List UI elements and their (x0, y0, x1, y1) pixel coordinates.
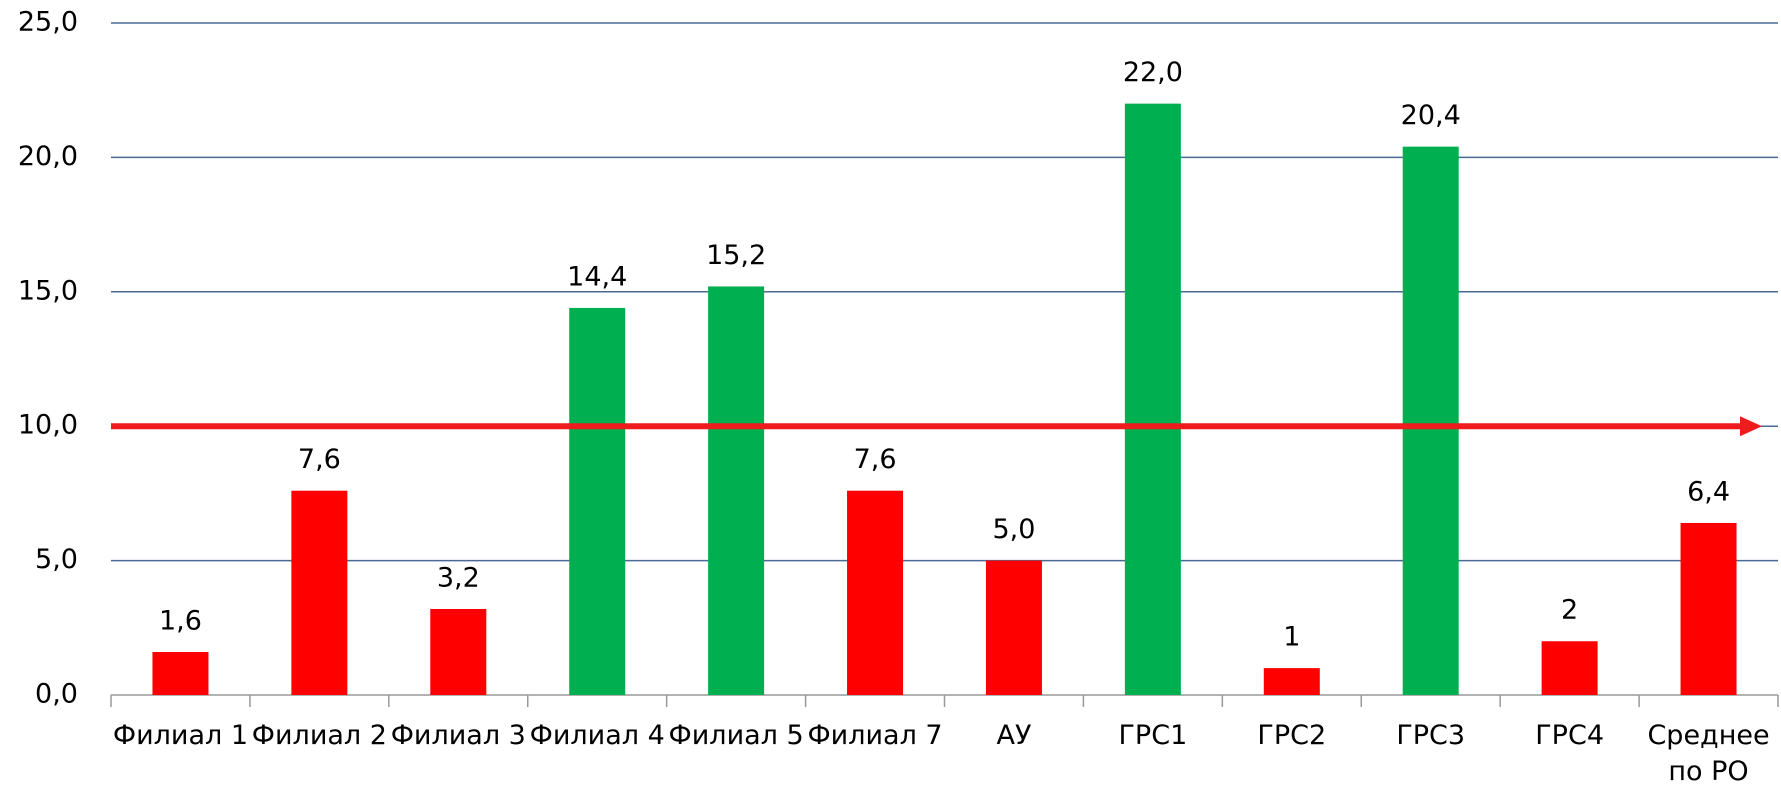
bar (1680, 522, 1737, 695)
y-tick-label: 20,0 (18, 141, 78, 172)
value-label: 2 (1561, 595, 1578, 626)
x-tick-label: ГРС4 (1535, 720, 1604, 751)
bar (985, 560, 1042, 695)
value-label: 7,6 (854, 444, 897, 475)
value-label: 15,2 (706, 240, 766, 271)
bar (152, 651, 209, 695)
value-label: 5,0 (992, 514, 1035, 545)
value-label: 3,2 (437, 562, 480, 593)
bar (708, 286, 765, 695)
x-tick-label: Среднее по РО (1647, 720, 1770, 787)
y-tick-label: 10,0 (18, 410, 78, 441)
bar (1402, 146, 1459, 695)
bar (847, 490, 904, 695)
y-tick-label: 15,0 (18, 275, 78, 306)
x-tick-label: ГРС3 (1396, 720, 1466, 751)
threshold-arrowhead (1740, 416, 1762, 437)
value-label: 20,4 (1401, 100, 1461, 131)
y-tick-label: 0,0 (35, 679, 78, 710)
x-tick-label: ГРС1 (1118, 720, 1188, 751)
y-tick-label: 5,0 (35, 544, 78, 575)
y-tick-label: 25,0 (18, 7, 78, 38)
bar (1541, 641, 1598, 695)
bar (1124, 103, 1181, 695)
value-label: 6,4 (1687, 476, 1730, 507)
bar (569, 307, 626, 695)
x-tick-label: Филиал 3 (390, 720, 526, 751)
x-tick-label: ГРС2 (1257, 720, 1327, 751)
value-label: 7,6 (298, 444, 341, 475)
x-tick-label: Филиал 7 (807, 720, 943, 751)
bar (291, 490, 348, 695)
x-tick-label: Филиал 5 (668, 720, 804, 751)
value-label: 1 (1283, 622, 1300, 653)
bar (430, 608, 487, 695)
x-tick-label: Филиал 4 (529, 720, 665, 751)
value-label: 22,0 (1123, 57, 1183, 88)
x-tick-label: Филиал 2 (251, 720, 387, 751)
x-tick-label: АУ (996, 720, 1032, 751)
x-tick-label: Филиал 1 (112, 720, 249, 751)
value-label: 14,4 (567, 261, 627, 292)
value-label: 1,6 (159, 605, 202, 636)
bar (1263, 668, 1320, 695)
